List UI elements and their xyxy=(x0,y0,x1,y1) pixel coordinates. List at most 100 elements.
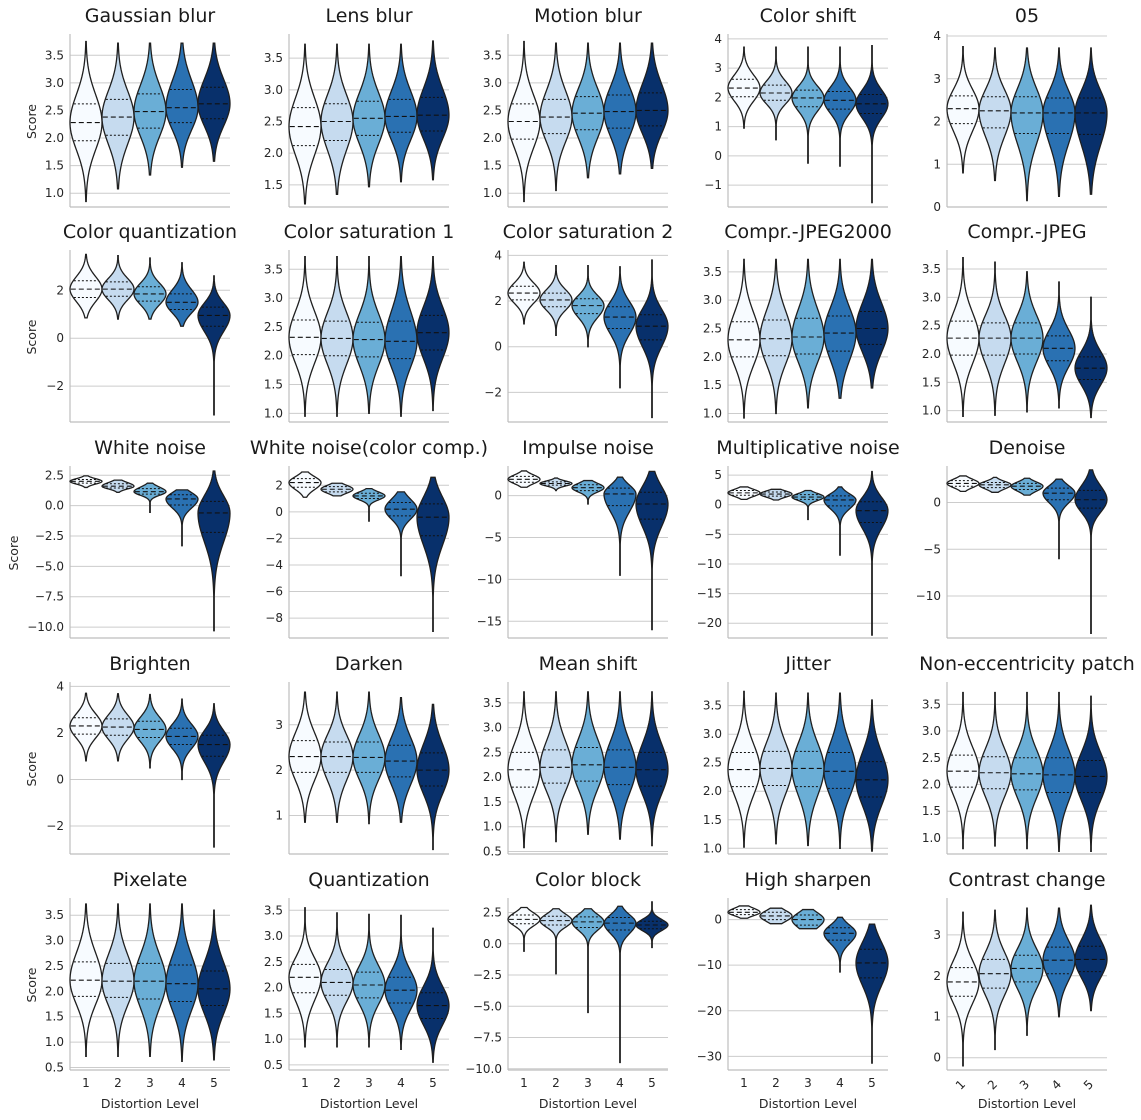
panel-title: Compr.-JPEG2000 xyxy=(724,221,892,243)
y-tick-label: 3.0 xyxy=(45,76,64,90)
violin xyxy=(823,486,857,556)
x-tick-label: 1 xyxy=(82,1076,90,1090)
y-tick-label: 3.5 xyxy=(45,48,64,62)
panel-title: Non-eccentricity patch xyxy=(919,653,1135,675)
y-tick-label: 1.0 xyxy=(45,186,64,200)
y-tick-label: −10 xyxy=(697,958,722,972)
x-tick-label: 2 xyxy=(333,1076,341,1090)
violin xyxy=(727,690,761,848)
panel-title: Motion blur xyxy=(534,5,642,27)
panel-title: Color saturation 1 xyxy=(284,221,455,243)
y-tick-label: 2.5 xyxy=(264,955,283,969)
y-tick-label: 1.5 xyxy=(922,804,941,818)
violin xyxy=(727,46,761,129)
violin xyxy=(823,46,857,167)
y-tick-label: 3.0 xyxy=(703,727,722,741)
y-tick-label: 2.0 xyxy=(264,146,283,160)
panel: 0.5 1.0 1.5 2.0 2.5 3.0 3.5 Pixelate Score 1 2 3 4 5D… xyxy=(24,869,231,1111)
violin xyxy=(1042,47,1076,197)
violin xyxy=(320,255,354,417)
y-tick-label: 3.0 xyxy=(703,293,722,307)
y-tick-label: 4 xyxy=(933,29,941,43)
panel-title: White noise xyxy=(94,437,206,459)
panel: 0.5 1.0 1.5 2.0 2.5 3.0 3.5 Mean shift xyxy=(483,653,669,859)
y-tick-label: 3.5 xyxy=(264,903,283,917)
violin xyxy=(759,258,793,415)
y-tick-label: 2.0 xyxy=(922,347,941,361)
y-tick-label: 3 xyxy=(933,72,941,86)
y-tick-label: 3.5 xyxy=(264,51,283,65)
violin xyxy=(101,693,135,762)
y-tick-label: −5 xyxy=(923,542,941,556)
violin xyxy=(571,265,605,348)
y-tick-label: 2 xyxy=(275,478,283,492)
y-tick-label: 4 xyxy=(714,32,722,46)
y-tick-label: −5 xyxy=(484,531,502,545)
panel: −10 −5 0 Denoise xyxy=(916,437,1108,639)
y-tick-label: 1.5 xyxy=(45,1010,64,1024)
x-tick-label: 4 xyxy=(836,1076,844,1090)
y-tick-label: 3.0 xyxy=(922,290,941,304)
y-tick-label: −1 xyxy=(704,178,722,192)
x-tick-label: 1 xyxy=(953,1077,968,1092)
violin xyxy=(507,906,541,952)
x-tick-label: 3 xyxy=(146,1076,154,1090)
y-tick-label: −10 xyxy=(697,557,722,571)
panel: −1 0 1 2 3 4 Color shift xyxy=(704,5,889,208)
panel: −20 −15 −10 −5 0 5 Multiplicative noise xyxy=(697,437,900,639)
panel: 0 1 2 3 4 05 xyxy=(933,5,1108,214)
violin xyxy=(165,903,199,1063)
panel: −2 0 2 Color quantization Score xyxy=(24,221,237,423)
violin xyxy=(823,916,857,973)
y-tick-label: 4 xyxy=(494,248,502,262)
y-tick-label: 0 xyxy=(714,149,722,163)
y-tick-label: 3.5 xyxy=(264,262,283,276)
y-tick-label: −30 xyxy=(697,1049,722,1063)
panel-title: Darken xyxy=(335,653,403,675)
violin xyxy=(352,255,386,415)
y-tick-label: 5 xyxy=(714,468,722,482)
panel-title: Color quantization xyxy=(63,221,237,243)
panel-title: Gaussian blur xyxy=(85,5,216,27)
y-tick-label: 1.5 xyxy=(264,1006,283,1020)
y-tick-label: 2 xyxy=(933,969,941,983)
violin xyxy=(288,471,322,498)
violin xyxy=(759,46,793,141)
violin xyxy=(384,914,418,1051)
y-tick-label: 3.0 xyxy=(45,934,64,948)
y-tick-label: 1 xyxy=(933,1010,941,1024)
panel-title: Lens blur xyxy=(325,5,412,27)
y-tick-label: 2 xyxy=(494,294,502,308)
y-tick-label: 2 xyxy=(933,115,941,129)
violin xyxy=(1010,271,1044,413)
y-tick-label: 3.0 xyxy=(264,929,283,943)
y-tick-label: 1.5 xyxy=(45,159,64,173)
y-tick-label: −20 xyxy=(697,1004,722,1018)
y-tick-label: 1.5 xyxy=(483,795,502,809)
panel: 1.0 1.5 2.0 2.5 3.0 3.5 Compr.-JPEG xyxy=(922,221,1108,423)
panel: −2 0 2 4 Brighten Score xyxy=(24,653,231,855)
y-tick-label: 2.0 xyxy=(45,131,64,145)
y-tick-label: 2.5 xyxy=(703,756,722,770)
violin xyxy=(855,258,889,389)
y-tick-label: 0 xyxy=(933,200,941,214)
y-axis-title: Score xyxy=(24,751,39,786)
y-tick-label: 1.0 xyxy=(703,407,722,421)
y-tick-label: 3.0 xyxy=(483,76,502,90)
panel-title: Quantization xyxy=(308,869,429,891)
y-tick-label: 1.0 xyxy=(483,820,502,834)
y-tick-label: 0 xyxy=(56,331,64,345)
x-axis-title: Distortion Level xyxy=(539,1096,637,1111)
violin xyxy=(384,696,418,823)
violin xyxy=(571,908,605,1014)
x-tick-label: 2 xyxy=(772,1076,780,1090)
y-tick-label: 0.0 xyxy=(483,937,502,951)
y-tick-label: 3.0 xyxy=(483,721,502,735)
violin xyxy=(1010,47,1044,202)
violin xyxy=(603,905,637,1064)
y-tick-label: 3 xyxy=(275,718,283,732)
violin xyxy=(978,476,1012,493)
violin xyxy=(197,909,231,1061)
